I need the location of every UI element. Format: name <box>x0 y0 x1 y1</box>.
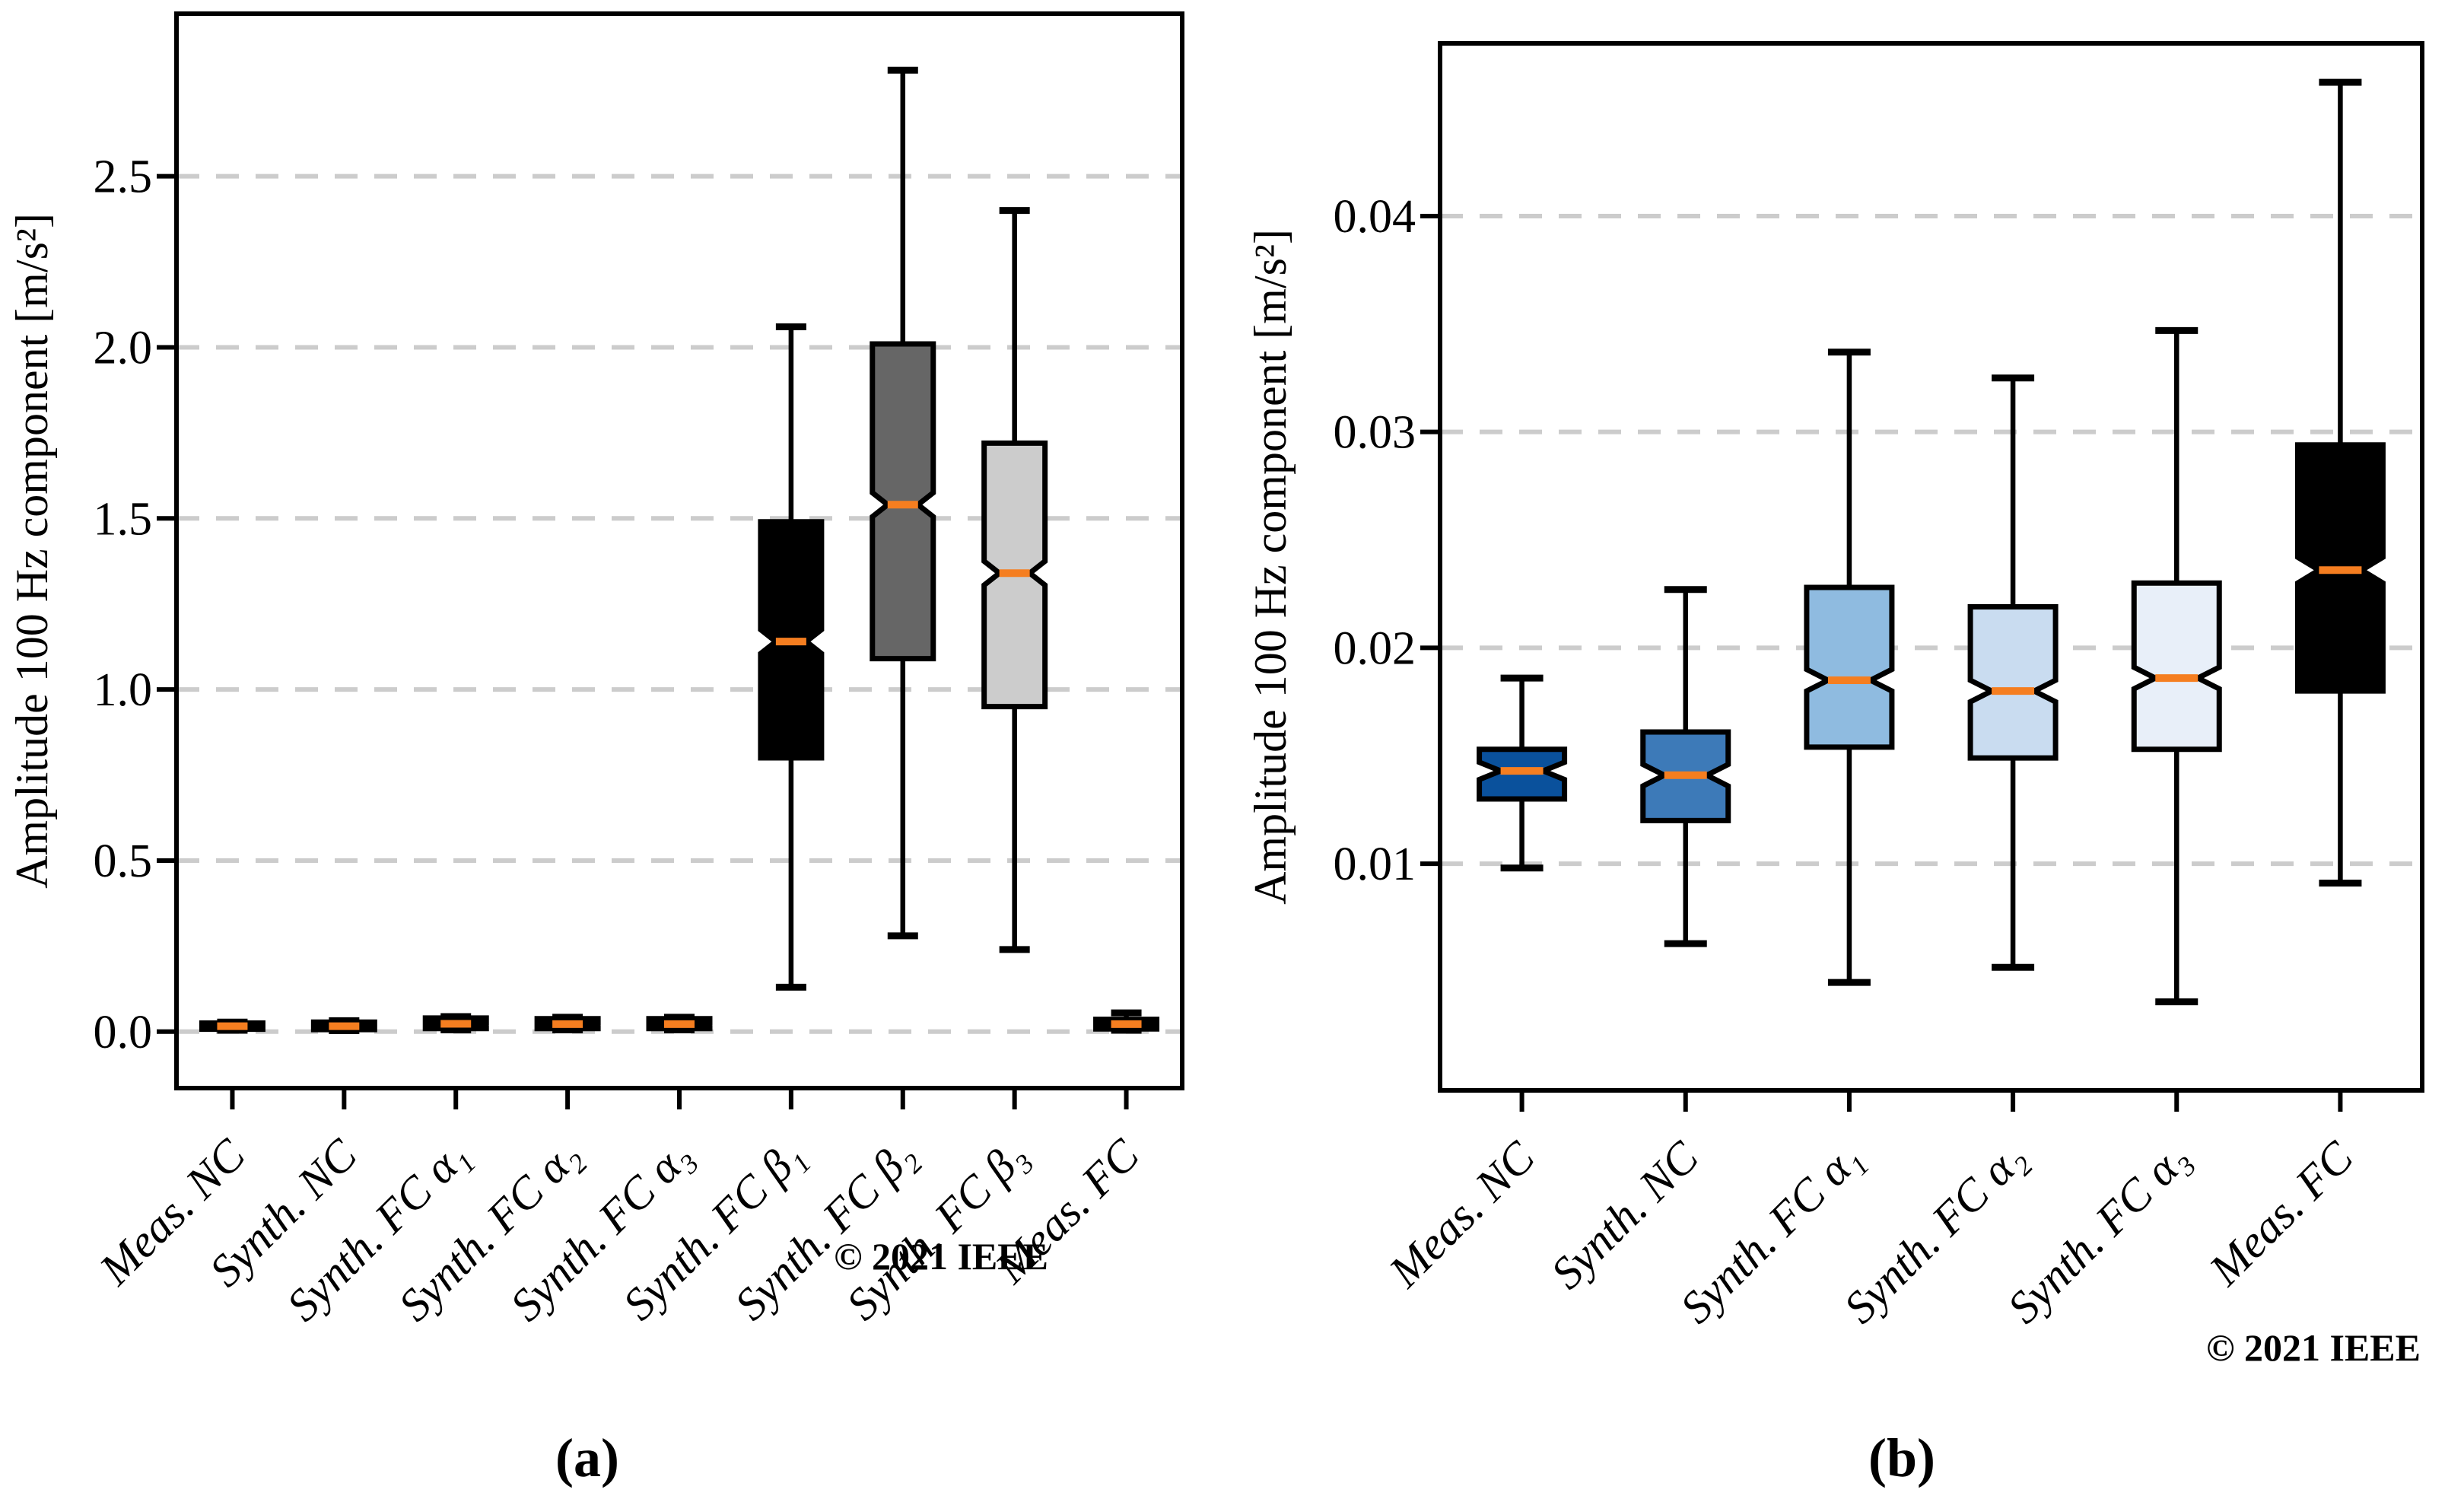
copyright-notice-a: © 2021 IEEE <box>834 1235 1048 1278</box>
y-tick-label-0.03: 0.03 <box>1334 407 1416 459</box>
box-group-synth-fc <box>1967 374 2059 971</box>
y-tick-label-1.0: 1.0 <box>94 664 153 716</box>
box-group-synth-fc <box>646 1014 713 1034</box>
notched-box-synth-fc <box>1804 584 1895 750</box>
notched-box-synth-fc <box>1967 603 2059 761</box>
panel-caption-a: (a) <box>555 1427 619 1488</box>
box-group-synth-fc <box>422 1013 489 1034</box>
axes-spines <box>174 11 1184 1090</box>
y-tick-label-0.04: 0.04 <box>1334 191 1416 243</box>
box-group-synth-nc <box>310 1017 377 1034</box>
y-tick-label-2.0: 2.0 <box>94 322 153 374</box>
box-group-meas-fc <box>2294 78 2386 887</box>
y-tick-label-2.5: 2.5 <box>94 151 153 203</box>
panel-caption-b: (b) <box>1868 1427 1935 1488</box>
box-group-meas-fc <box>1093 1009 1160 1034</box>
box-group-synth-fc <box>2131 326 2222 1006</box>
box-group-synth-fc <box>870 66 936 940</box>
y-tick-label-0.01: 0.01 <box>1334 839 1416 890</box>
x-tick-label-synth-nc: Synth. NC <box>1541 1131 1708 1298</box>
x-tick-label-meas-nc: Meas. NC <box>1379 1131 1545 1297</box>
box-group-meas-nc <box>1477 674 1568 872</box>
box-group-meas-nc <box>199 1018 265 1034</box>
notched-box-synth-fc <box>2131 580 2222 753</box>
box-group-synth-fc <box>981 207 1048 953</box>
x-tick-label-meas-fc: Meas. FC <box>2199 1131 2363 1295</box>
box-group-synth-fc <box>534 1014 601 1034</box>
axes-spines <box>1438 41 2424 1093</box>
box-group-synth-fc <box>758 323 825 991</box>
copyright-notice-b: © 2021 IEEE <box>2206 1326 2421 1369</box>
y-tick-label-0.02: 0.02 <box>1334 622 1416 674</box>
y-tick-label-0.5: 0.5 <box>94 835 153 887</box>
y-axis-label-b: Amplitude 100 Hz component [m/s²] <box>1245 229 1296 905</box>
y-axis-label-a: Amplitude 100 Hz component [m/s²] <box>7 213 57 889</box>
y-tick-label-0.0: 0.0 <box>94 1007 153 1058</box>
box-group-synth-nc <box>1640 586 1731 947</box>
y-tick-label-1.5: 1.5 <box>94 493 153 545</box>
box-group-synth-fc <box>1804 348 1895 986</box>
